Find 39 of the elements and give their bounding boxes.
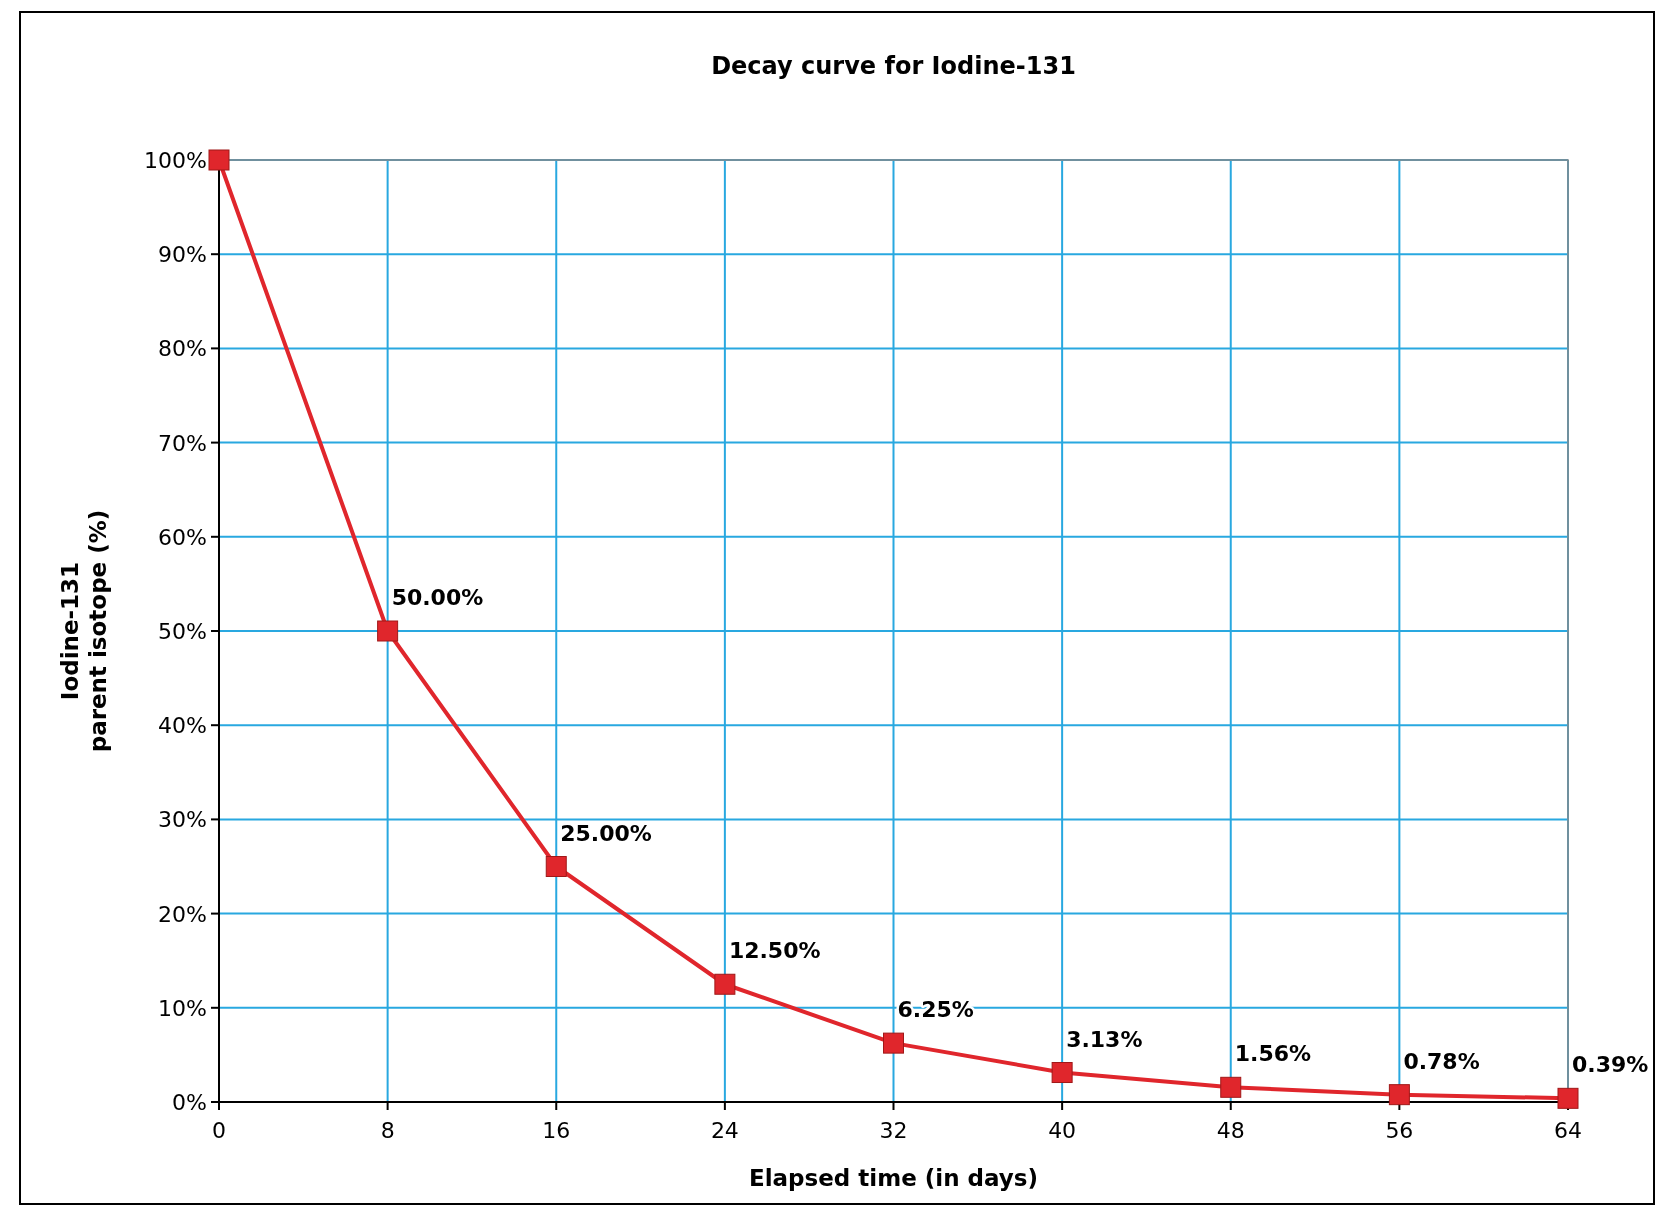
data-label: 0.39% <box>1572 1052 1649 1078</box>
y-tick-label: 20% <box>158 901 207 927</box>
x-tick-label: 40 <box>1048 1118 1077 1143</box>
x-axis-title: Elapsed time (in days) <box>748 1165 1039 1191</box>
y-tick-label: 80% <box>158 336 207 362</box>
data-label: 50.00% <box>391 585 484 610</box>
y-tick-label: 0% <box>172 1090 207 1115</box>
data-label: 3.13% <box>1066 1026 1143 1052</box>
y-tick-label: 40% <box>158 713 207 739</box>
x-tick-label: 0 <box>212 1118 226 1143</box>
y-tick-label: 10% <box>158 995 207 1021</box>
x-tick-label: 48 <box>1216 1118 1245 1143</box>
point <box>377 620 399 642</box>
y-tick-label: 100% <box>144 148 207 173</box>
y-tick-label: 90% <box>158 242 207 268</box>
data-label: 12.50% <box>728 938 821 964</box>
y-tick-label: 50% <box>158 619 207 644</box>
y-tick-label: 30% <box>158 807 207 833</box>
x-tick-label: 16 <box>542 1118 571 1143</box>
point <box>714 973 736 995</box>
data-label: 1.56% <box>1234 1041 1312 1067</box>
x-tick-label: 64 <box>1554 1118 1582 1143</box>
point <box>1388 1084 1410 1106</box>
x-tick-label: 56 <box>1385 1118 1414 1143</box>
point <box>208 149 230 171</box>
data-label: 0.78% <box>1403 1048 1480 1074</box>
point <box>1220 1076 1242 1098</box>
x-tick-label: 8 <box>380 1118 395 1143</box>
point <box>1557 1087 1579 1109</box>
y-tick-label: 60% <box>158 524 207 550</box>
x-tick-label: 24 <box>710 1118 739 1143</box>
y-axis-title: Iodine-131 parent isotope (%) <box>57 509 111 753</box>
data-label: 25.00% <box>560 820 652 846</box>
point <box>1051 1062 1073 1084</box>
point <box>883 1032 904 1054</box>
chart-title: Decay curve for Iodine-131 <box>711 52 1076 80</box>
point <box>545 856 567 877</box>
x-tick-label: 32 <box>879 1118 908 1143</box>
y-tick-label: 70% <box>158 430 207 456</box>
